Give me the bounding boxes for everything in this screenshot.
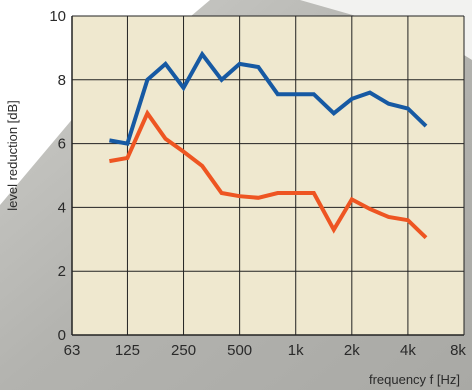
y-tick-label: 6 [58, 136, 66, 153]
x-tick-label: 250 [171, 342, 196, 359]
background-white-area [0, 0, 210, 205]
x-tick-label: 125 [115, 342, 140, 359]
series-layer [109, 50, 428, 240]
y-tick-label: 8 [58, 72, 66, 89]
plot-area [72, 16, 464, 335]
y-axis-title: level reduction [dB] [5, 100, 20, 211]
x-axis-title: frequency f [Hz] [369, 372, 460, 387]
series-line-1 [109, 50, 428, 146]
y-tick-label: 2 [58, 263, 66, 280]
y-tick-label: 0 [58, 327, 66, 344]
x-tick-label: 500 [227, 342, 252, 359]
y-tick-label: 10 [49, 8, 66, 25]
x-tick-label: 4k [400, 342, 416, 359]
background-highlight [0, 0, 472, 60]
x-tick-label: 8k [450, 342, 466, 359]
x-tick-label: 2k [344, 342, 360, 359]
x-tick-label: 1k [288, 342, 304, 359]
y-tick-label: 4 [58, 199, 66, 216]
x-tick-labels: 63 125 250 500 1k 2k 4k 8k [64, 342, 467, 359]
series-line-2 [109, 109, 428, 240]
y-tick-labels: 0 2 4 6 8 10 [49, 8, 66, 344]
x-tick-label: 63 [64, 342, 81, 359]
plot-frame [71, 16, 464, 336]
